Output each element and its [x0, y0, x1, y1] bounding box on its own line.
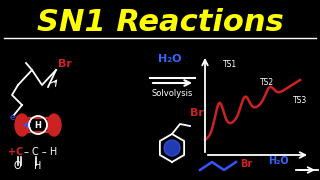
Text: Br: Br [58, 59, 72, 69]
Ellipse shape [15, 114, 29, 136]
Text: Br: Br [190, 108, 204, 118]
Text: SN1 Reactions: SN1 Reactions [36, 8, 284, 37]
Text: H: H [34, 161, 41, 171]
Text: e⁻: e⁻ [10, 113, 20, 122]
Text: O: O [13, 161, 20, 171]
Polygon shape [164, 140, 180, 156]
Text: +C: +C [8, 147, 23, 157]
Text: H: H [35, 120, 41, 129]
Text: TS2: TS2 [260, 78, 274, 87]
Text: H₂O: H₂O [268, 156, 289, 166]
Text: Br: Br [240, 159, 252, 169]
Text: – C – H: – C – H [24, 147, 57, 157]
Text: TS1: TS1 [223, 60, 237, 69]
Text: Solvolysis: Solvolysis [151, 89, 193, 98]
Ellipse shape [47, 114, 61, 136]
Text: TS3: TS3 [293, 96, 307, 105]
Text: H₂O: H₂O [158, 54, 181, 64]
